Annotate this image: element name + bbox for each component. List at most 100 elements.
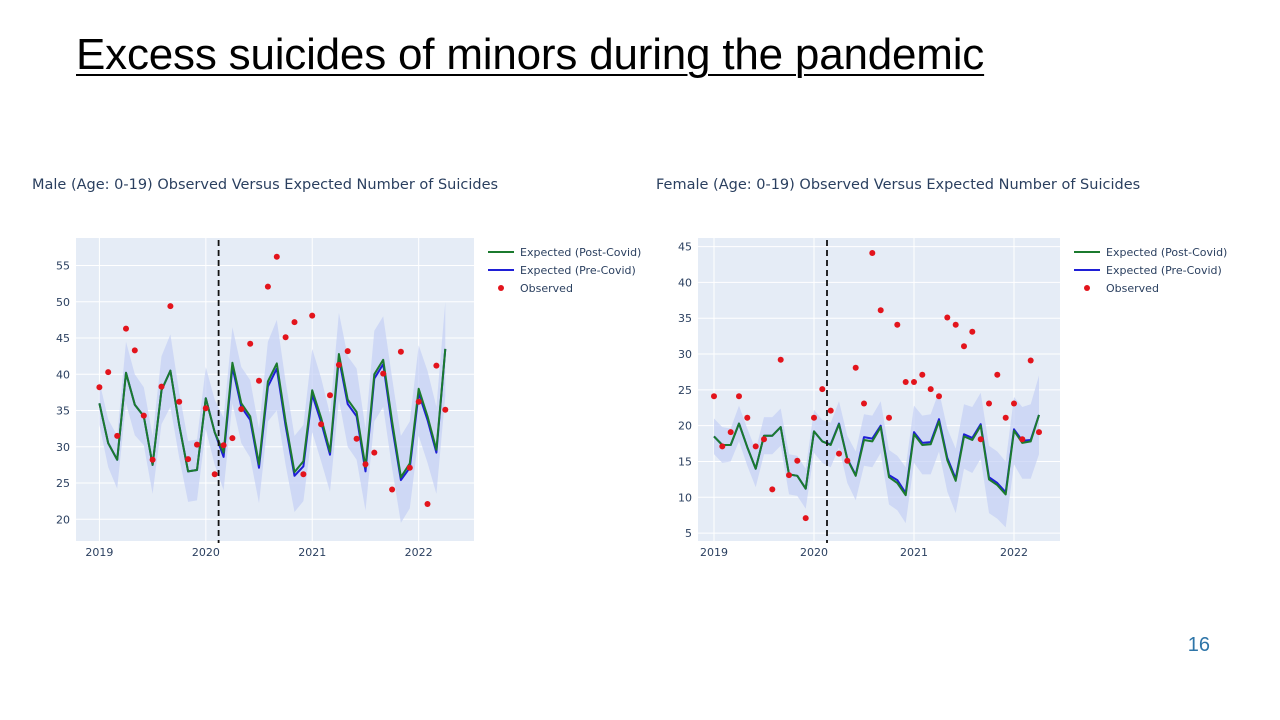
y-tick-label: 45 bbox=[678, 241, 692, 254]
observed-point bbox=[819, 386, 826, 393]
legend-label: Expected (Post-Covid) bbox=[1106, 246, 1227, 259]
female-suicides-chart: 5 10 15 20 25 30 35 40 45 2019 2020 2021 2022 Expecte… bbox=[678, 238, 1227, 559]
observed-point bbox=[176, 398, 183, 405]
x-tick-label: 2022 bbox=[405, 546, 433, 559]
observed-point bbox=[202, 405, 209, 412]
observed-point bbox=[185, 456, 192, 463]
observed-point bbox=[371, 449, 378, 456]
legend-label: Expected (Pre-Covid) bbox=[1106, 264, 1222, 277]
y-tick-label: 30 bbox=[678, 348, 692, 361]
observed-point bbox=[802, 515, 809, 522]
y-tick-label: 25 bbox=[678, 384, 692, 397]
y-tick-label: 55 bbox=[56, 260, 70, 273]
observed-point bbox=[711, 393, 717, 400]
observed-point bbox=[167, 303, 174, 310]
observed-point bbox=[389, 486, 396, 493]
observed-point bbox=[291, 319, 298, 326]
observed-point bbox=[264, 283, 271, 290]
observed-point bbox=[836, 450, 842, 457]
series-line-post-covid bbox=[713, 414, 1040, 497]
observed-point bbox=[327, 392, 333, 399]
observed-point bbox=[969, 328, 976, 335]
observed-point bbox=[869, 250, 876, 256]
observed-point bbox=[944, 314, 951, 321]
x-tick-label: 2022 bbox=[1000, 546, 1028, 559]
observed-point bbox=[719, 443, 726, 450]
observed-point bbox=[744, 414, 751, 421]
y-tick-label: 35 bbox=[56, 405, 70, 418]
observed-point bbox=[442, 406, 449, 413]
x-tick-label: 2020 bbox=[800, 546, 828, 559]
observed-point bbox=[986, 400, 992, 407]
legend-swatch bbox=[498, 285, 504, 291]
observed-point bbox=[335, 361, 342, 368]
confidence-band bbox=[99, 301, 446, 523]
observed-point bbox=[1027, 357, 1034, 364]
observed-point bbox=[919, 371, 926, 378]
confidence-band bbox=[714, 375, 1039, 528]
observed-point bbox=[123, 325, 129, 332]
x-tick-label: 2020 bbox=[192, 546, 220, 559]
x-tick-label: 2019 bbox=[700, 546, 728, 559]
y-tick-label: 30 bbox=[56, 441, 70, 454]
y-tick-label: 45 bbox=[56, 332, 70, 345]
legend-label: Expected (Pre-Covid) bbox=[520, 264, 636, 277]
observed-point bbox=[380, 370, 387, 377]
observed-point bbox=[844, 457, 851, 464]
y-tick-label: 25 bbox=[56, 477, 70, 490]
x-tick-label: 2021 bbox=[900, 546, 928, 559]
y-tick-label: 50 bbox=[56, 296, 70, 309]
y-tick-label: 20 bbox=[56, 513, 70, 526]
observed-point bbox=[1002, 414, 1009, 421]
observed-point bbox=[433, 362, 440, 369]
y-tick-label: 40 bbox=[56, 368, 70, 381]
observed-point bbox=[977, 436, 984, 443]
observed-point bbox=[256, 377, 262, 384]
observed-point bbox=[852, 364, 859, 371]
observed-point bbox=[769, 486, 776, 493]
observed-point bbox=[861, 400, 867, 407]
observed-point bbox=[238, 406, 245, 413]
legend-label: Observed bbox=[1106, 282, 1159, 295]
legend-swatch bbox=[1084, 285, 1090, 291]
series-line-post-covid bbox=[98, 348, 447, 479]
observed-point bbox=[229, 435, 236, 442]
legend-label: Observed bbox=[520, 282, 573, 295]
observed-point bbox=[220, 442, 227, 449]
observed-point bbox=[309, 312, 316, 319]
observed-point bbox=[415, 398, 422, 405]
observed-point bbox=[362, 461, 369, 468]
legend-label: Expected (Post-Covid) bbox=[520, 246, 641, 259]
y-tick-label: 40 bbox=[678, 276, 692, 289]
observed-point bbox=[397, 348, 404, 355]
observed-point bbox=[96, 384, 103, 391]
observed-point bbox=[424, 501, 431, 507]
observed-point bbox=[777, 356, 784, 363]
x-tick-label: 2019 bbox=[85, 546, 113, 559]
observed-point bbox=[811, 414, 817, 421]
observed-point bbox=[114, 432, 121, 439]
observed-point bbox=[131, 347, 138, 354]
observed-point bbox=[105, 369, 112, 376]
y-tick-label: 5 bbox=[685, 527, 692, 540]
observed-point bbox=[211, 471, 218, 478]
page-number: 16 bbox=[1187, 634, 1210, 656]
observed-point bbox=[961, 343, 967, 350]
observed-point bbox=[736, 393, 742, 400]
observed-point bbox=[761, 436, 767, 443]
observed-point bbox=[877, 307, 884, 314]
observed-point bbox=[927, 386, 934, 393]
observed-point bbox=[300, 471, 307, 478]
observed-point bbox=[353, 435, 360, 442]
observed-point bbox=[911, 379, 917, 385]
observed-point bbox=[994, 371, 1001, 378]
slide-title: Excess suicides of minors during the pan… bbox=[76, 30, 985, 79]
observed-point bbox=[727, 429, 734, 436]
observed-point bbox=[952, 321, 959, 328]
observed-point bbox=[158, 383, 165, 390]
observed-point bbox=[827, 407, 834, 414]
observed-point bbox=[786, 472, 792, 479]
observed-point bbox=[247, 340, 254, 347]
x-tick-label: 2021 bbox=[298, 546, 326, 559]
observed-point bbox=[140, 412, 147, 419]
